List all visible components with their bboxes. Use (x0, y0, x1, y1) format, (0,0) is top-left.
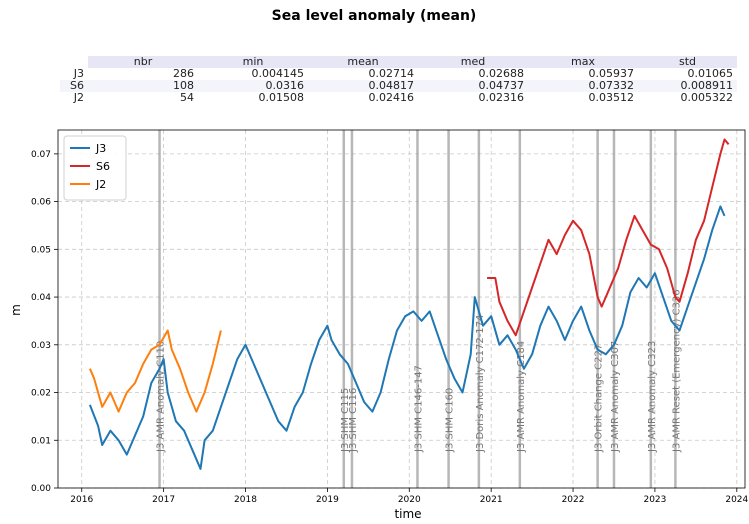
table-row: S6 108 0.0316 0.04817 0.04737 0.07332 0.008911 (60, 80, 737, 92)
event-label: J3 AMR Anomaly C184 (516, 341, 527, 453)
event-label: J3 AMR Anomaly C307 (610, 341, 621, 453)
series-line (88, 329, 222, 413)
y-tick-label: 0.01 (31, 436, 51, 446)
stats-table: nbr min mean med max std J3 286 0.004145 0.02714 0… (60, 56, 737, 104)
table-cell: 0.03512 (588, 91, 635, 104)
event-label: J3 SHM C160 (445, 388, 456, 453)
column-header: mean (308, 56, 418, 68)
y-tick-label: 0.02 (31, 389, 51, 399)
y-tick-label: 0.00 (31, 484, 51, 494)
table-cell: 0.05937 (588, 67, 635, 80)
event-label: J3 Orbit Change C227 (594, 344, 605, 453)
event-label: J3 SHM C115 (340, 388, 351, 453)
table-cell: 0.04737 (418, 80, 528, 92)
row-header: J2 (73, 91, 84, 104)
table-header-row: nbr min mean med max std (60, 56, 737, 68)
table-cell: 0.005322 (680, 91, 734, 104)
plot-frame (57, 129, 746, 489)
table-cell: 0.01065 (687, 67, 734, 80)
x-axis-label: time (394, 507, 421, 521)
y-tick-label: 0.04 (31, 293, 51, 303)
table-cell: 0.02316 (478, 91, 525, 104)
table-row: J3 286 0.004145 0.02714 0.02688 0.05937 0.0106… (60, 68, 737, 80)
x-tick-label: 2024 (725, 495, 748, 505)
event-label: J3 AMR Anomaly C110 (156, 341, 167, 453)
table-cell: 0.0316 (198, 80, 308, 92)
column-header: max (528, 56, 638, 68)
row-header: S6 (60, 80, 88, 92)
y-tick-label: 0.06 (31, 198, 51, 208)
column-header: std (638, 56, 737, 68)
table-cell: 0.07332 (528, 80, 638, 92)
table-cell: 54 (180, 91, 194, 104)
series-line (487, 138, 730, 337)
x-tick-label: 2022 (562, 495, 585, 505)
column-header: min (198, 56, 308, 68)
x-tick-label: 2021 (480, 495, 503, 505)
table-cell: 0.004145 (251, 67, 305, 80)
plot-area (58, 130, 745, 488)
x-tick-label: 2023 (643, 495, 666, 505)
legend-label: S6 (96, 160, 110, 173)
y-tick-label: 0.05 (31, 245, 51, 255)
y-axis-label: m (9, 304, 23, 316)
x-tick-label: 2018 (234, 495, 257, 505)
x-tick-label: 2020 (398, 495, 421, 505)
legend-label: J3 (95, 142, 106, 155)
event-label: J3 SHM C116 (348, 388, 359, 453)
table-cell: 108 (88, 80, 198, 92)
x-tick-label: 2016 (70, 495, 93, 505)
table-cell: 0.02416 (368, 91, 415, 104)
event-label: J3 AMR Anomaly C323 (647, 341, 658, 453)
chart-title: Sea level anomaly (mean) (272, 8, 477, 24)
legend-box (63, 135, 127, 201)
table-cell: 0.008911 (638, 80, 737, 92)
legend-label: J2 (95, 178, 106, 191)
table-cell: 0.02688 (478, 67, 525, 80)
x-tick-label: 2017 (152, 495, 175, 505)
corner-cell (60, 56, 88, 68)
y-tick-label: 0.03 (31, 341, 51, 351)
table-cell: 286 (173, 67, 194, 80)
series-line (88, 205, 726, 470)
event-label: J3 SHM C146-147 (413, 365, 424, 453)
table-cell: 0.01508 (258, 91, 305, 104)
y-tick-label: 0.07 (31, 150, 51, 160)
table-cell: 0.02714 (368, 67, 415, 80)
column-header: med (418, 56, 528, 68)
row-header: J3 (73, 67, 84, 80)
x-tick-label: 2019 (316, 495, 339, 505)
column-header: nbr (88, 56, 198, 68)
table-cell: 0.04817 (308, 80, 418, 92)
event-label: J3 AMR Reset (Emergency) C336 (671, 289, 682, 453)
table-row: J2 54 0.01508 0.02416 0.02316 0.03512 0.005322 (60, 92, 737, 104)
event-label: J3 Doris Anomaly C172-174 (475, 315, 486, 453)
